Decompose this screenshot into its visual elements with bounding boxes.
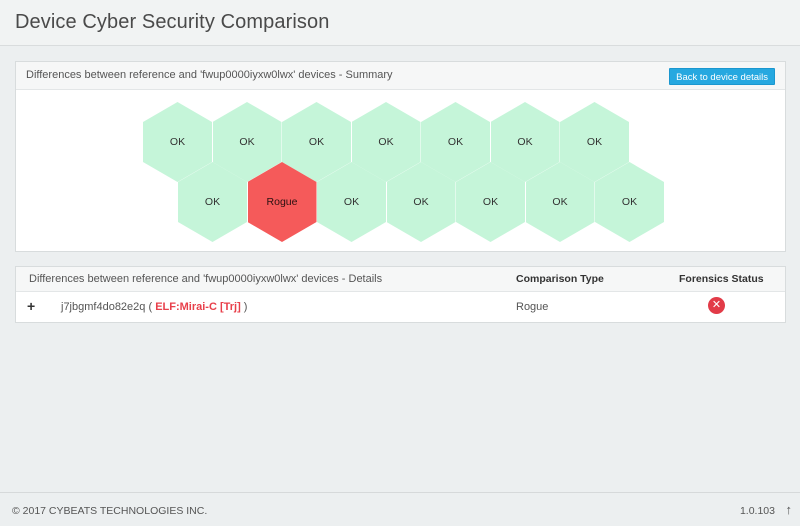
page-title: Device Cyber Security Comparison [15,11,330,33]
summary-panel-heading: Differences between reference and 'fwup0… [16,62,785,90]
forensics-status-column-header: Forensics Status [679,273,764,285]
scroll-to-top-icon[interactable]: ↑ [785,502,793,517]
version-text: 1.0.103 [739,505,775,517]
summary-panel: Differences between reference and 'fwup0… [15,61,786,252]
table-row: + j7jbgmf4do82e2q ( ELF:Mirai-C [Trj] ) … [16,292,785,322]
malware-name: ELF:Mirai-C [Trj] [155,301,241,313]
error-x-icon: ✕ [708,297,725,314]
device-id-cell: j7jbgmf4do82e2q ( ELF:Mirai-C [Trj] ) [61,301,247,313]
close-paren: ) [240,301,248,313]
details-heading-text: Differences between reference and 'fwup0… [29,273,383,285]
footer: © 2017 CYBEATS TECHNOLOGIES INC. 1.0.103… [0,492,800,526]
comparison-type-cell: Rogue [516,301,549,313]
device-id: j7jbgmf4do82e2q [61,301,146,313]
open-paren: ( [145,301,156,313]
back-to-device-details-button[interactable]: Back to device details [669,68,775,85]
copyright-text: © 2017 CYBEATS TECHNOLOGIES INC. [12,505,208,517]
page-header: Device Cyber Security Comparison [0,0,800,46]
expand-plus-icon[interactable]: + [27,298,36,314]
details-panel-heading: Differences between reference and 'fwup0… [16,267,785,292]
comparison-type-column-header: Comparison Type [516,273,604,285]
hex-grid: OK OK OK OK OK OK OK OK Rogue OK OK OK OK OK [16,90,787,252]
summary-heading-text: Differences between reference and 'fwup0… [26,69,393,81]
details-panel: Differences between reference and 'fwup0… [15,266,786,323]
